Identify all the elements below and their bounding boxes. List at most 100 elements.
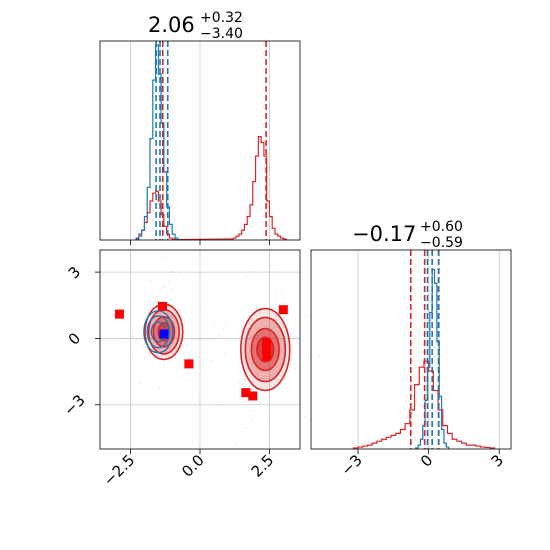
- y-tick-label: −3: [60, 391, 88, 419]
- axes-frame: [310, 249, 512, 450]
- title-y: −0.17 +0.60 −0.59: [352, 219, 463, 251]
- marker-red-square: [114, 309, 124, 319]
- sample-point: [223, 352, 226, 355]
- sample-point: [153, 300, 156, 303]
- marker-red-square: [262, 345, 272, 354]
- sample-point: [222, 328, 225, 330]
- sample-point: [210, 408, 212, 411]
- marker-red-square: [262, 338, 272, 348]
- sample-point: [177, 303, 180, 306]
- sample-point: [168, 275, 171, 278]
- sample-point: [187, 373, 190, 376]
- title-y-upper-error: +0.60: [420, 219, 463, 235]
- sample-point: [144, 356, 146, 359]
- marker-red-square: [262, 351, 272, 361]
- x-tick-label: 0: [417, 451, 436, 470]
- x-tick-label: 0.0: [178, 451, 208, 481]
- sample-point: [223, 323, 226, 326]
- marker-red-square: [248, 391, 258, 401]
- sample-point: [255, 367, 258, 369]
- sample-point: [278, 334, 280, 337]
- sample-point: [277, 336, 280, 339]
- sample-point: [127, 357, 130, 360]
- sample-point: [297, 342, 300, 345]
- sample-point: [131, 335, 134, 338]
- sample-point: [215, 404, 218, 406]
- sample-point: [142, 345, 145, 348]
- sample-point: [139, 382, 142, 384]
- sample-point: [261, 415, 264, 417]
- sample-point: [283, 297, 286, 300]
- sample-point: [280, 339, 282, 342]
- sample-point: [254, 268, 257, 271]
- sample-point: [293, 317, 296, 320]
- sample-point: [141, 280, 144, 283]
- sample-point: [306, 353, 309, 356]
- sample-point: [250, 419, 253, 421]
- sample-point: [266, 419, 269, 422]
- title-x-value: 2.06: [148, 13, 195, 37]
- sample-point: [281, 289, 283, 292]
- sample-point: [159, 342, 161, 345]
- sample-point: [164, 255, 166, 258]
- sample-point: [294, 368, 296, 370]
- sample-point: [194, 322, 197, 325]
- sample-point: [280, 374, 283, 377]
- sample-point: [161, 314, 164, 317]
- sample-point: [274, 299, 277, 302]
- sample-point: [181, 352, 184, 354]
- sample-point: [245, 427, 247, 429]
- sample-point: [129, 310, 131, 313]
- sample-point: [295, 332, 298, 335]
- sample-point: [225, 444, 227, 447]
- sample-point: [304, 415, 307, 418]
- sample-point: [180, 260, 183, 263]
- histogram-series-b: [135, 136, 287, 241]
- sample-point: [304, 315, 307, 318]
- sample-point: [144, 292, 147, 295]
- sample-point: [131, 328, 134, 331]
- sample-point: [270, 264, 273, 267]
- sample-point: [179, 273, 182, 276]
- sample-point: [165, 294, 168, 297]
- sample-point: [191, 440, 194, 443]
- sample-point: [259, 400, 261, 403]
- sample-point: [125, 394, 128, 396]
- sample-point: [137, 290, 139, 293]
- axes-frame: [99, 40, 301, 241]
- sample-point: [317, 354, 320, 357]
- sample-point: [213, 322, 216, 325]
- sample-point: [211, 359, 214, 362]
- sample-point: [243, 273, 246, 276]
- sample-point: [134, 340, 137, 343]
- sample-point: [202, 306, 205, 309]
- sample-point: [245, 275, 248, 278]
- sample-point: [168, 281, 170, 283]
- sample-point: [265, 267, 268, 270]
- sample-point: [218, 335, 220, 338]
- sample-point: [125, 337, 128, 340]
- sample-point: [227, 311, 230, 314]
- sample-point: [201, 366, 204, 369]
- sample-point: [301, 305, 304, 308]
- sample-point: [288, 369, 291, 372]
- x-tick-label: −2.5: [100, 451, 138, 489]
- title-x: 2.06 +0.32 −3.40: [148, 10, 243, 42]
- sample-point: [169, 316, 172, 319]
- sample-point: [238, 381, 241, 384]
- title-x-upper-error: +0.32: [200, 10, 243, 26]
- title-y-value: −0.17: [352, 222, 416, 246]
- marginal-y-histogram: −3 0 3: [310, 249, 512, 479]
- sample-point: [162, 285, 165, 288]
- sample-point: [174, 311, 177, 314]
- histogram-series-a: [135, 44, 182, 241]
- sample-point: [259, 405, 261, 408]
- joint-density-panel: −2.5 0.0 2.5 −3 0 3: [60, 249, 320, 490]
- sample-point: [171, 288, 174, 290]
- sample-point: [214, 372, 217, 375]
- marker-red-square: [184, 359, 194, 369]
- marker-red-square: [241, 388, 251, 398]
- sample-point: [278, 267, 281, 270]
- marginal-x-histogram: [99, 40, 301, 245]
